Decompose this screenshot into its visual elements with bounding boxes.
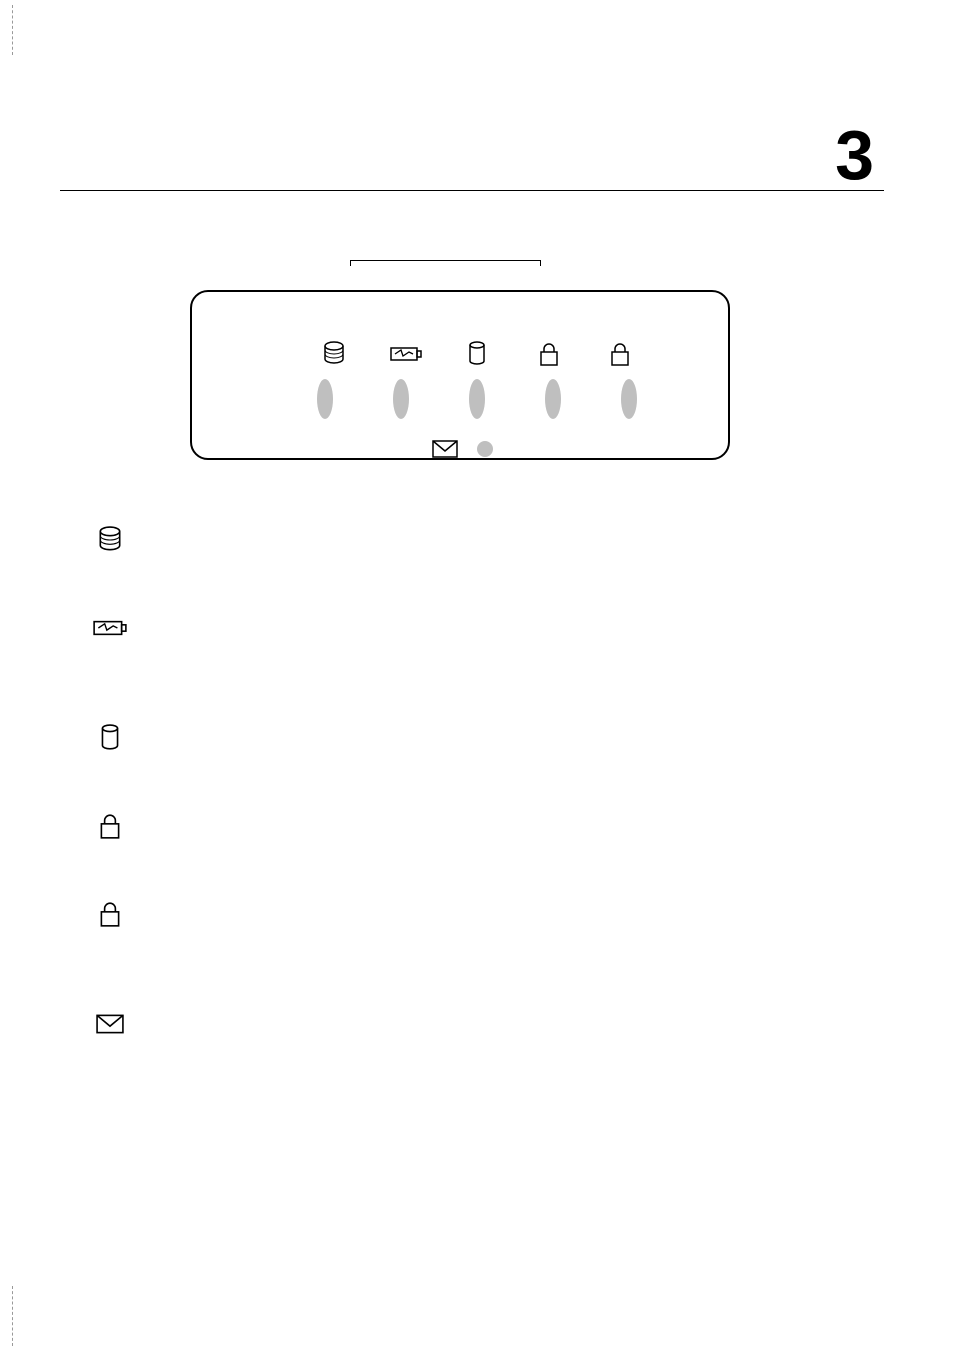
legend-text [130,894,870,934]
legend-row [90,718,870,758]
panel-bottom-row [432,440,494,458]
led-indicator [466,377,488,421]
led-indicator [314,377,336,421]
binding-mark-bottom [12,1286,13,1346]
drum-icon [317,337,351,371]
legend-text [130,1004,870,1044]
padlock-icon [603,337,637,371]
callout-tick [350,260,351,266]
padlock-icon [90,806,130,846]
legend-row [90,806,870,846]
envelope-icon [432,440,458,458]
panel-icon-row [317,337,637,371]
led-indicator [390,377,412,421]
legend-row [90,894,870,934]
callout-tick [540,260,541,266]
panel-led-row [314,377,640,421]
legend-text [130,806,870,846]
legend-text [130,718,870,758]
callout-span-line [350,260,540,261]
led-indicator [618,377,640,421]
binding-mark-top [12,5,13,55]
cylinder-icon [460,337,494,371]
panel-outline [190,290,730,460]
legend-row [90,520,870,560]
header-rule [60,190,884,191]
led-indicator [542,377,564,421]
dot-indicator [476,440,494,458]
padlock-icon [90,894,130,934]
padlock-icon [532,337,566,371]
envelope-icon [90,1004,130,1044]
legend-row [90,608,870,648]
legend-list [90,520,870,1092]
legend-text [130,608,870,648]
chapter-number: 3 [835,115,874,195]
drum-icon [90,520,130,560]
battery-zigzag-icon [90,608,130,648]
legend-row [90,1004,870,1044]
cylinder-icon [90,718,130,758]
battery-zigzag-icon [389,337,423,371]
legend-text [130,520,870,560]
